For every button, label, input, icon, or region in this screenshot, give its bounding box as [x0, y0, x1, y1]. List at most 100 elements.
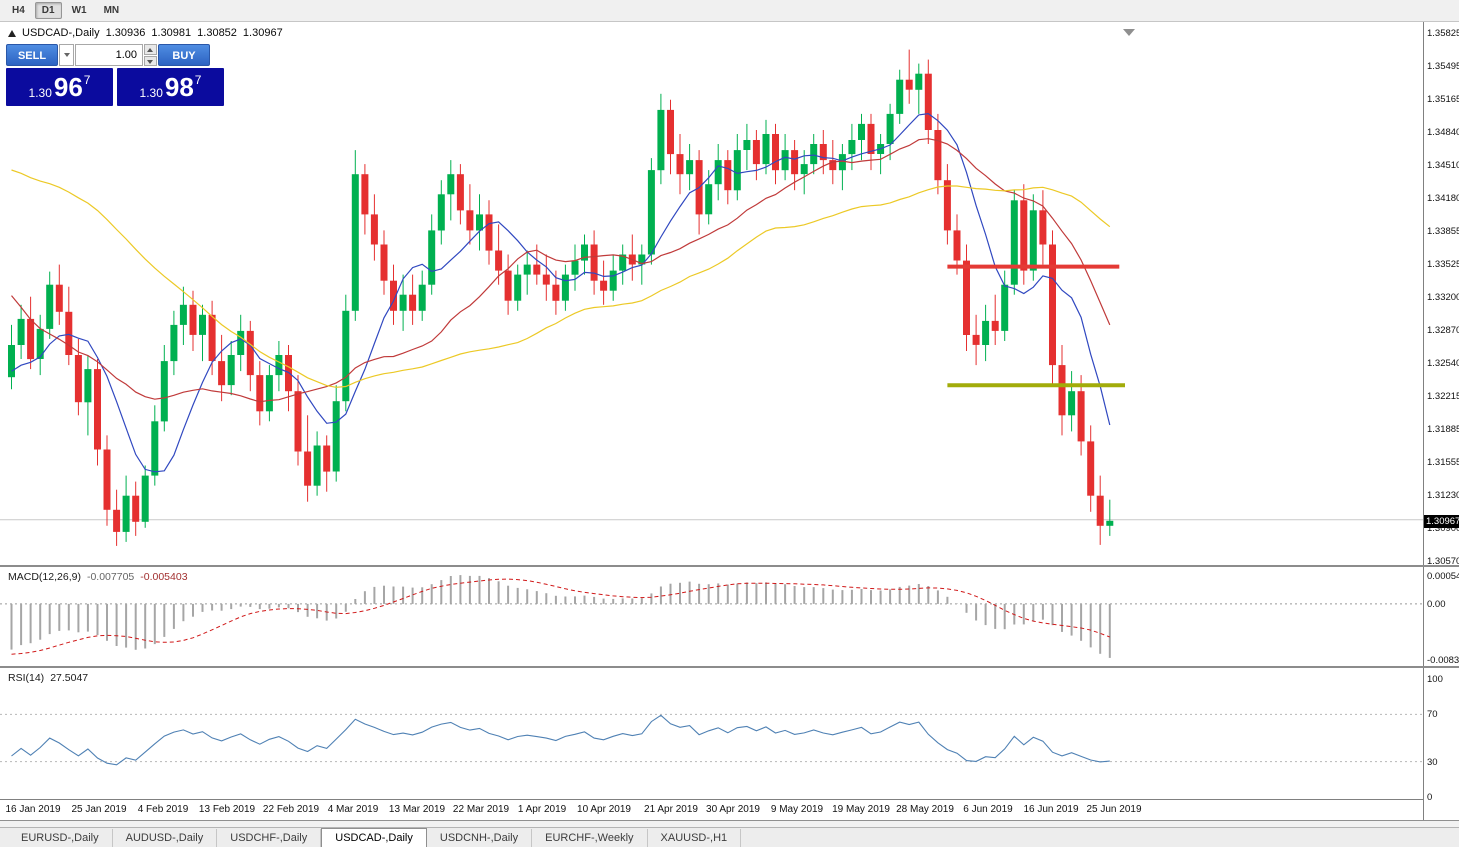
one-click-toggle-icon[interactable]: [8, 29, 16, 37]
time-axis-label: 4 Mar 2019: [327, 804, 379, 815]
macd-layer: [0, 575, 1423, 658]
price-axis-label: 1.33525: [1427, 259, 1459, 270]
rsi-axis-label: 70: [1427, 709, 1438, 720]
rsi-title: RSI(14): [8, 672, 45, 684]
rsi-axis-label: 100: [1427, 674, 1443, 685]
timeframe-toolbar: H4 D1 W1 MN: [0, 0, 1459, 22]
time-axis-label: 6 Jun 2019: [963, 804, 1013, 815]
buy-button[interactable]: BUY: [158, 44, 210, 66]
macd-axis-zero: 0.00: [1427, 599, 1446, 610]
time-axis-label: 21 Apr 2019: [644, 804, 698, 815]
price-axis-label: 1.33855: [1427, 226, 1459, 237]
price-axis-label: 1.34510: [1427, 160, 1459, 171]
chart-tab-eurusd-daily[interactable]: EURUSD-,Daily: [8, 829, 113, 847]
sell-price-big: 96: [53, 72, 83, 102]
ohlc-low: 1.30852: [197, 27, 237, 39]
timeframe-button-h4[interactable]: H4: [12, 5, 25, 16]
ma-8-line: [11, 112, 1111, 473]
price-axis-label: 1.32870: [1427, 325, 1459, 336]
price-axis-label: 1.34180: [1427, 193, 1459, 204]
time-axis-label: 4 Feb 2019: [137, 804, 189, 815]
panel-splitter-macd[interactable]: [0, 565, 1459, 567]
rsi-axis-label: 0: [1427, 792, 1433, 803]
current-price-tag: 1.30967: [1424, 515, 1459, 528]
chart-tab-usdchf-daily[interactable]: USDCHF-,Daily: [217, 829, 322, 847]
chart-tab-eurchf-weekly[interactable]: EURCHF-,Weekly: [532, 829, 648, 847]
chart-ohlc-header: USDCAD-,Daily 1.30936 1.30981 1.30852 1.…: [8, 27, 283, 39]
macd-value-signal: -0.005403: [140, 571, 188, 583]
buy-price-pip: 7: [194, 73, 202, 87]
rsi-layer: [0, 713, 1423, 766]
stepper-down-icon[interactable]: [144, 55, 157, 66]
price-axis-label: 1.30900: [1427, 523, 1459, 534]
ohlc-close: 1.30967: [242, 27, 283, 39]
time-axis-label: 19 May 2019: [832, 804, 890, 815]
time-axis-label: 9 May 2019: [770, 804, 824, 815]
axis-corner-divider: [1423, 799, 1424, 820]
caret-down-icon: [63, 53, 70, 57]
chart-shift-marker-icon[interactable]: [1123, 29, 1135, 36]
chart-window-border: [0, 820, 1459, 821]
chart-tab-audusd-daily[interactable]: AUDUSD-,Daily: [113, 829, 218, 847]
price-axis-label: 1.35825: [1427, 28, 1459, 39]
macd-value-main: -0.007705: [86, 571, 135, 583]
rsi-axis-label: 30: [1427, 757, 1438, 768]
timeframe-button-d1[interactable]: D1: [34, 2, 62, 19]
time-axis-label: 16 Jan 2019: [5, 804, 61, 815]
macd-header: MACD(12,26,9) -0.007705 -0.005403: [8, 571, 188, 583]
workspace-scrollbar[interactable]: [0, 821, 1459, 827]
price-axis-label: 1.33200: [1427, 292, 1459, 303]
chart-tab-usdcad-daily[interactable]: USDCAD-,Daily: [321, 828, 427, 847]
time-axis-label: 22 Feb 2019: [262, 804, 320, 815]
sell-price-display[interactable]: 1.30 96 7: [6, 68, 113, 106]
stepper-up-icon[interactable]: [144, 44, 157, 55]
volume-stepper: [144, 44, 157, 66]
ohlc-high: 1.30981: [151, 27, 192, 39]
panel-splitter-rsi[interactable]: [0, 666, 1459, 668]
chart-tab-usdcnh-daily[interactable]: USDCNH-,Daily: [427, 829, 533, 847]
time-axis-label: 30 Apr 2019: [706, 804, 760, 815]
drawn-objects-layer: [947, 264, 1125, 388]
price-axis-label: 1.31555: [1427, 457, 1459, 468]
chart-canvas[interactable]: [0, 22, 1423, 799]
chart-tab-xauusd-h1[interactable]: XAUUSD-,H1: [648, 829, 742, 847]
time-axis-label: 25 Jun 2019: [1086, 804, 1142, 815]
time-axis-label: 13 Mar 2019: [388, 804, 446, 815]
rsi-value: 27.5047: [50, 672, 89, 684]
symbol-tab-bar: EURUSD-,Daily AUDUSD-,Daily USDCHF-,Daily U…: [0, 827, 1459, 847]
time-axis-label: 10 Apr 2019: [577, 804, 631, 815]
price-axis-label: 1.32540: [1427, 358, 1459, 369]
sell-price-prefix: 1.30: [28, 86, 52, 100]
sell-button[interactable]: SELL: [6, 44, 58, 66]
price-axis-label: 1.35165: [1427, 94, 1459, 105]
ohlc-open: 1.30936: [105, 27, 146, 39]
macd-title: MACD(12,26,9): [8, 571, 81, 583]
price-axis-label: 1.31885: [1427, 424, 1459, 435]
buy-price-prefix: 1.30: [139, 86, 163, 100]
timeframe-button-mn[interactable]: MN: [103, 5, 120, 16]
time-axis-label: 25 Jan 2019: [71, 804, 127, 815]
price-axis-label: 1.31230: [1427, 490, 1459, 501]
time-axis-label: 22 Mar 2019: [452, 804, 510, 815]
volume-preset-dropdown[interactable]: [59, 44, 74, 66]
candles-layer: [8, 49, 1114, 546]
rsi-header: RSI(14) 27.5047: [8, 672, 88, 684]
timeframe-button-w1[interactable]: W1: [71, 5, 87, 16]
price-axis-label: 1.30570: [1427, 556, 1459, 567]
time-axis[interactable]: 16 Jan 2019 25 Jan 2019 4 Feb 2019 13 Feb 2…: [0, 799, 1423, 820]
ma-20-line: [11, 138, 1111, 403]
chart-symbol-period: USDCAD-,Daily: [22, 27, 100, 39]
price-axis[interactable]: 1.30967 1.35825 1.35495 1.35165 1.34840 1.34…: [1423, 22, 1459, 803]
price-axis-label: 1.35495: [1427, 61, 1459, 72]
buy-price-big: 98: [164, 72, 194, 102]
macd-axis-max: 0.0005454: [1427, 571, 1459, 582]
price-axis-label: 1.32215: [1427, 391, 1459, 402]
time-axis-label: 13 Feb 2019: [198, 804, 256, 815]
macd-axis-min: -0.008332: [1427, 655, 1459, 666]
price-axis-label: 1.34840: [1427, 127, 1459, 138]
time-axis-label: 28 May 2019: [896, 804, 954, 815]
volume-input[interactable]: [75, 44, 143, 66]
buy-price-display[interactable]: 1.30 98 7: [117, 68, 224, 106]
